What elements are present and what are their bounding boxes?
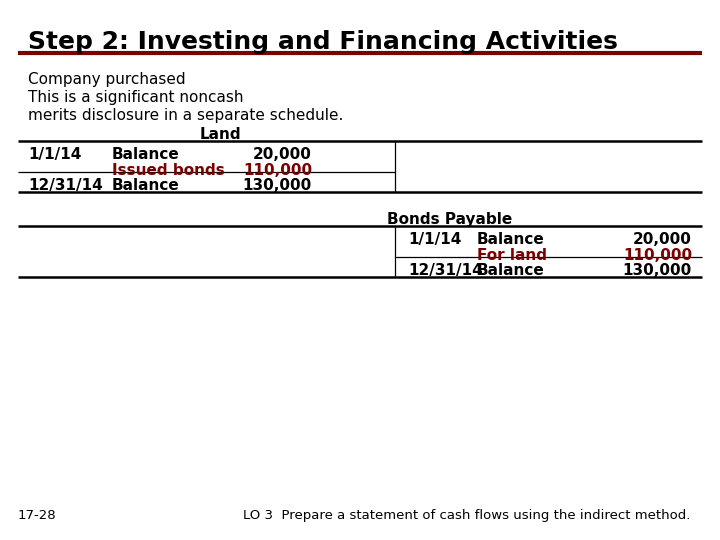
Text: 1/1/14: 1/1/14 (408, 232, 462, 247)
Text: merits disclosure in a separate schedule.: merits disclosure in a separate schedule… (28, 108, 343, 123)
Text: Balance: Balance (112, 178, 180, 193)
Text: This is a significant noncash: This is a significant noncash (28, 90, 248, 105)
Text: 20,000: 20,000 (253, 147, 312, 162)
Text: Bonds Payable: Bonds Payable (387, 212, 513, 227)
Text: 130,000: 130,000 (623, 263, 692, 278)
Text: 1/1/14: 1/1/14 (28, 147, 81, 162)
Text: 12/31/14: 12/31/14 (408, 263, 482, 278)
Text: Company purchased: Company purchased (28, 72, 191, 87)
Text: Issued bonds: Issued bonds (112, 163, 225, 178)
Text: 20,000: 20,000 (633, 232, 692, 247)
Text: 17-28: 17-28 (18, 509, 57, 522)
Text: Balance: Balance (477, 263, 545, 278)
Text: Balance: Balance (112, 147, 180, 162)
Text: 110,000: 110,000 (623, 248, 692, 263)
Text: Step 2: Investing and Financing Activities: Step 2: Investing and Financing Activiti… (28, 30, 618, 54)
Text: For land: For land (477, 248, 547, 263)
Text: Balance: Balance (477, 232, 545, 247)
Text: 130,000: 130,000 (243, 178, 312, 193)
Text: LO 3  Prepare a statement of cash flows using the indirect method.: LO 3 Prepare a statement of cash flows u… (243, 509, 690, 522)
Text: 12/31/14: 12/31/14 (28, 178, 103, 193)
Text: Land: Land (199, 127, 240, 142)
Text: 110,000: 110,000 (243, 163, 312, 178)
